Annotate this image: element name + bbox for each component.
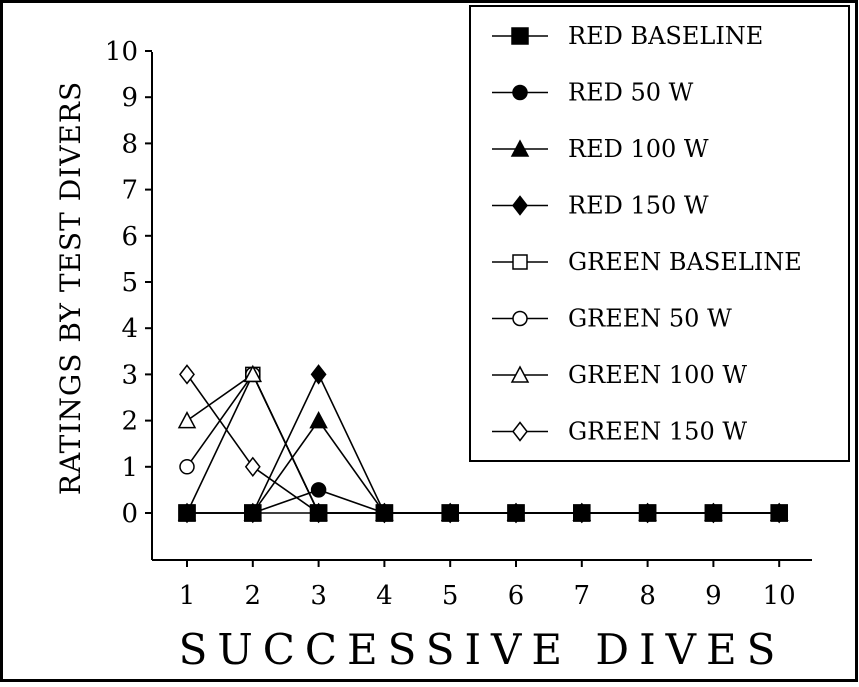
x-axis-label: SUCCESSIVE DIVES [179, 625, 786, 674]
x-tick-label: 7 [574, 581, 591, 611]
data-point [244, 456, 261, 478]
y-tick-label: 6 [121, 222, 138, 252]
legend-label: RED BASELINE [568, 22, 763, 50]
legend-label: RED 150 W [568, 192, 709, 220]
legend-label: GREEN BASELINE [568, 248, 802, 276]
data-point [770, 504, 788, 522]
data-point [310, 482, 327, 498]
legend-marker [512, 254, 528, 270]
x-tick-label: 4 [376, 581, 393, 611]
y-axis-label: RATINGS BY TEST DIVERS [54, 81, 87, 495]
data-point [375, 504, 394, 522]
data-point [310, 364, 327, 385]
data-point [179, 459, 195, 475]
legend-label: RED 50 W [568, 79, 694, 107]
legend-marker [512, 421, 528, 442]
y-tick-label: 1 [121, 453, 138, 483]
data-point [179, 364, 195, 385]
data-point [507, 504, 525, 522]
data-point [178, 504, 196, 522]
legend-label: RED 100 W [568, 135, 709, 163]
plot-area [177, 364, 789, 524]
legend-marker [511, 27, 529, 45]
y-tick-label: 4 [121, 314, 138, 344]
x-tick-label: 1 [179, 581, 196, 611]
data-point [441, 504, 459, 522]
legend-label: GREEN 150 W [568, 418, 747, 446]
x-tick-label: 8 [639, 581, 656, 611]
data-point [704, 504, 723, 522]
y-tick-label: 3 [121, 360, 138, 390]
y-tick-label: 10 [105, 37, 138, 67]
data-point [309, 411, 328, 429]
data-point [573, 504, 591, 522]
axes: 0 1 2 3 4 5 6 7 8 9 10 1 2 3 4 5 6 7 8 9 10 [105, 37, 812, 611]
data-point [244, 504, 262, 522]
x-tick-label: 3 [310, 581, 327, 611]
y-tick-label: 5 [121, 268, 138, 298]
legend-marker [510, 139, 530, 157]
x-tick-label: 5 [442, 581, 459, 611]
data-point [177, 411, 197, 429]
y-tick-label: 8 [121, 129, 138, 159]
legend-box [469, 5, 850, 462]
legend-marker [512, 84, 528, 101]
y-tick-label: 7 [121, 176, 138, 206]
y-tick-label: 2 [121, 407, 138, 437]
legend: RED BASELINE RED 50 W RED 100 W RED 150 W GR… [492, 22, 802, 446]
x-tick-label: 2 [245, 581, 262, 611]
x-tick-label: 9 [705, 581, 722, 611]
y-tick-label: 9 [121, 83, 138, 113]
legend-marker [510, 365, 530, 383]
data-point [638, 504, 657, 522]
legend-label: GREEN 50 W [568, 305, 732, 333]
series-line [186, 373, 780, 514]
x-tick-label: 6 [508, 581, 525, 611]
legend-marker [512, 310, 528, 327]
data-point [309, 504, 328, 522]
legend-label: GREEN 100 W [568, 361, 747, 389]
x-tick-label: 10 [763, 581, 796, 611]
y-tick-label: 0 [121, 499, 138, 529]
data-point [243, 364, 263, 383]
legend-marker [512, 195, 528, 216]
